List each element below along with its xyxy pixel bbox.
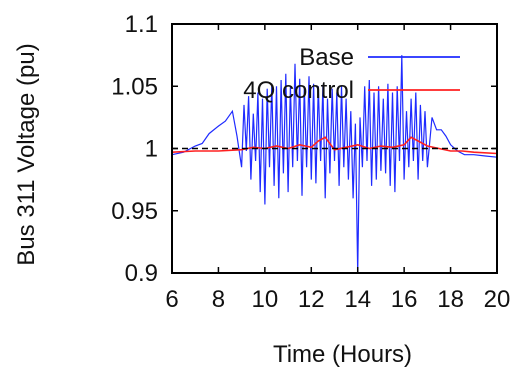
x-tick-label: 20 <box>484 286 511 313</box>
tick-layer: 6 8 10 12 14 16 18 20 0.9 0.95 1 1.05 1.1 <box>111 11 510 313</box>
series-layer <box>171 55 498 274</box>
y-tick-label: 0.9 <box>125 260 158 287</box>
series-line-base <box>171 55 498 274</box>
y-tick-label: 1.1 <box>125 11 158 38</box>
legend-label: 4Q control <box>243 77 354 104</box>
x-axis-title: Time (Hours) <box>273 341 412 368</box>
y-axis-title: Bus 311 Voltage (pu) <box>13 43 40 265</box>
x-tick-label: 10 <box>252 286 279 313</box>
x-tick-label: 6 <box>165 286 178 313</box>
legend: Base 4Q control <box>243 44 460 104</box>
y-tick-label: 1.05 <box>111 73 158 100</box>
legend-label: Base <box>299 44 354 71</box>
series-line-4q-control <box>171 136 498 155</box>
y-tick-label: 0.95 <box>111 198 158 225</box>
x-tick-label: 12 <box>298 286 325 313</box>
x-tick-label: 18 <box>437 286 464 313</box>
x-tick-label: 8 <box>212 286 225 313</box>
y-tick-label: 1 <box>145 136 158 163</box>
x-tick-label: 14 <box>344 286 371 313</box>
x-tick-label: 16 <box>391 286 418 313</box>
